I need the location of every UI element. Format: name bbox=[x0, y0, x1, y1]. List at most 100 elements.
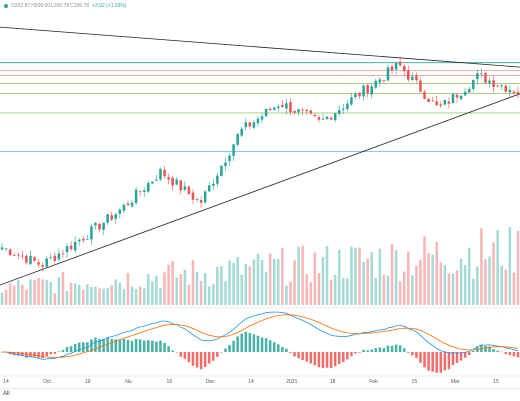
volume-bar bbox=[248, 266, 252, 305]
volume-bar bbox=[488, 256, 491, 305]
candle-body bbox=[467, 88, 471, 93]
macd-histogram-bar bbox=[232, 340, 235, 352]
candle bbox=[281, 100, 284, 108]
candle-body bbox=[110, 215, 113, 220]
volume-bar bbox=[138, 286, 142, 305]
candle bbox=[232, 143, 235, 161]
candle-body bbox=[98, 223, 101, 230]
candle bbox=[394, 62, 398, 75]
candle-body bbox=[45, 258, 48, 267]
signal-line bbox=[2, 314, 519, 358]
volume-bar bbox=[423, 236, 426, 305]
candle-body bbox=[118, 209, 122, 214]
candle bbox=[378, 76, 382, 87]
candle-body bbox=[232, 144, 235, 156]
candle bbox=[264, 108, 268, 117]
candle-body bbox=[321, 118, 325, 120]
candle-body bbox=[256, 118, 260, 124]
candle bbox=[151, 181, 154, 185]
candle-body bbox=[309, 110, 313, 114]
candle-body bbox=[411, 76, 414, 80]
candle bbox=[476, 69, 479, 85]
volume-bar bbox=[142, 288, 146, 305]
macd-histogram-bar bbox=[516, 352, 520, 358]
candle bbox=[508, 84, 512, 98]
volume-bar bbox=[244, 263, 248, 305]
macd-histogram-bar bbox=[155, 341, 158, 352]
volume-bar bbox=[394, 250, 398, 305]
legend-high: H209.00 bbox=[31, 3, 51, 9]
trendline-ascending bbox=[0, 93, 520, 286]
macd-histogram-bar bbox=[337, 352, 341, 364]
macd-histogram-bar bbox=[248, 333, 252, 352]
volume-bar bbox=[147, 274, 150, 305]
volume-bar bbox=[419, 259, 422, 305]
volume-bar bbox=[455, 270, 459, 305]
macd-histogram-bar bbox=[272, 342, 276, 352]
volume-bar bbox=[29, 279, 32, 305]
macd-histogram-bar bbox=[439, 352, 443, 373]
candle bbox=[220, 165, 223, 177]
candle-body bbox=[167, 177, 170, 180]
candle bbox=[358, 92, 361, 99]
candle-body bbox=[329, 117, 333, 120]
volume-bar bbox=[228, 260, 231, 305]
candle-body bbox=[37, 262, 40, 265]
volume-bar bbox=[398, 281, 402, 305]
candle bbox=[77, 237, 81, 246]
volume-bar bbox=[459, 258, 463, 305]
candle-body bbox=[443, 100, 447, 105]
macd-histogram-bar bbox=[358, 352, 361, 353]
candle-body bbox=[293, 110, 296, 113]
candle-body bbox=[305, 109, 308, 112]
volume-bar bbox=[297, 246, 300, 305]
volume-bar bbox=[411, 275, 414, 305]
candle-body bbox=[199, 200, 203, 203]
macd-histogram-bar bbox=[431, 352, 434, 372]
candle bbox=[459, 95, 463, 101]
candle bbox=[402, 63, 406, 77]
candle-body bbox=[90, 226, 93, 240]
candle-body bbox=[187, 186, 191, 194]
candle-body bbox=[147, 182, 150, 192]
legend-status-dot-icon bbox=[4, 4, 8, 8]
candle bbox=[175, 177, 178, 186]
candle-body bbox=[342, 108, 345, 110]
candle-body bbox=[350, 97, 353, 105]
volume-bar bbox=[25, 289, 28, 305]
candle-body bbox=[29, 255, 32, 265]
candle-body bbox=[419, 80, 422, 92]
volume-bar bbox=[366, 258, 369, 305]
candle-body bbox=[57, 253, 61, 260]
candle-body bbox=[191, 192, 195, 200]
candle-body bbox=[451, 93, 455, 104]
range-button-all[interactable]: All bbox=[3, 391, 10, 397]
candle-body bbox=[159, 168, 162, 180]
macd-histogram-bar bbox=[362, 349, 365, 352]
macd-histogram-bar bbox=[285, 348, 288, 352]
stock-chart[interactable]: 14 Oct 19 Nu 16 Dec 14 2021 18 Feb 15 Mar 15 bbox=[0, 0, 520, 388]
macd-histogram-bar bbox=[313, 352, 317, 366]
candle bbox=[130, 199, 134, 208]
volume-bar bbox=[195, 271, 199, 305]
candle-body bbox=[130, 202, 134, 207]
candle bbox=[443, 99, 447, 106]
candle bbox=[354, 91, 357, 100]
macd-histogram-bar bbox=[220, 351, 223, 353]
volume-bar bbox=[272, 258, 276, 305]
trendline-descending bbox=[0, 26, 520, 68]
candle bbox=[17, 252, 20, 260]
candle-body bbox=[69, 245, 73, 250]
macd-histogram-bar bbox=[508, 352, 512, 356]
candle bbox=[21, 250, 24, 261]
candle bbox=[256, 115, 260, 127]
candle bbox=[277, 104, 280, 112]
candle-body bbox=[346, 103, 349, 110]
candle bbox=[187, 184, 191, 195]
candle-body bbox=[362, 85, 365, 97]
volume-bar bbox=[358, 247, 361, 305]
candle-body bbox=[480, 73, 483, 75]
candle-body bbox=[179, 180, 183, 191]
candle-body bbox=[49, 257, 53, 258]
candle-body bbox=[220, 165, 223, 176]
